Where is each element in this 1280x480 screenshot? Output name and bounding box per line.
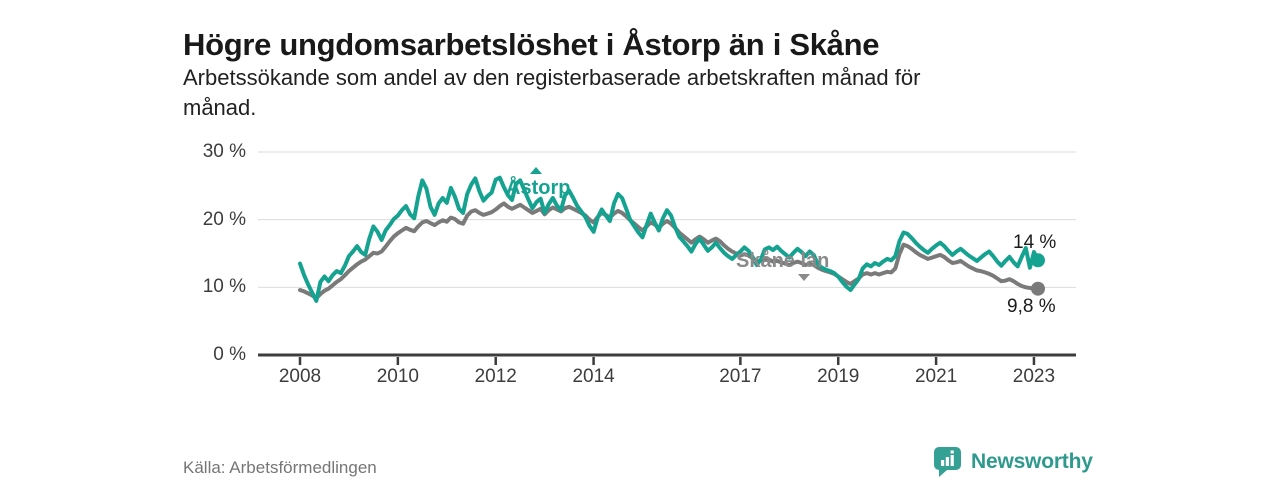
x-tick-label: 2023	[1012, 366, 1056, 387]
x-tick-label: 2019	[817, 366, 860, 387]
end-value-label-skane: 9,8 %	[1007, 296, 1056, 317]
source-note: Källa: Arbetsförmedlingen	[183, 458, 377, 477]
astorp-annotation-arrow-icon	[530, 167, 542, 174]
x-tick-label: 2021	[914, 366, 958, 387]
subtitle-line-1: Arbetssökande som andel av den registerb…	[183, 65, 921, 90]
x-tick-label: 2014	[572, 366, 615, 387]
line-series	[298, 175, 1040, 303]
x-tick-label: 2008	[278, 366, 322, 387]
chart-subtitle: Arbetssökande som andel av den registerb…	[183, 63, 1063, 123]
y-tick-label: 20 %	[202, 208, 246, 230]
series-label-astorp: Åstorp	[506, 177, 571, 199]
end-value-label-astorp: 14 %	[1013, 232, 1057, 253]
newsworthy-logo: Newsworthy	[933, 446, 1093, 478]
page-title: Högre ungdomsarbetslöshet i Åstorp än i …	[183, 26, 880, 62]
skane-annotation-arrow-icon	[798, 274, 810, 281]
series-label-skane: Skåne län	[736, 250, 830, 272]
newsworthy-logo-text: Newsworthy	[971, 450, 1093, 473]
x-tick-label: 2012	[474, 366, 517, 387]
series-end-dot	[1031, 253, 1045, 268]
y-tick-label: 10 %	[202, 276, 246, 298]
y-tick-label: 0 %	[213, 344, 246, 365]
subtitle-line-2: månad.	[183, 95, 257, 120]
y-tick-label: 30 %	[202, 141, 246, 162]
newsworthy-logo-icon	[934, 447, 961, 477]
x-tick-label: 2010	[376, 366, 419, 387]
line-series	[298, 201, 1040, 301]
series-end-dot	[1031, 281, 1045, 296]
x-tick-label: 2017	[719, 366, 762, 387]
